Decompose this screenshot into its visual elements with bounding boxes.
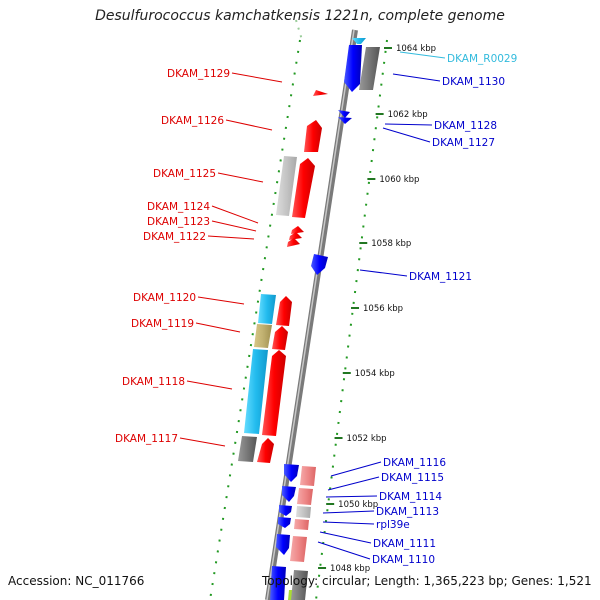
gene-label-right: DKAM_1130 [442, 76, 505, 88]
kbp-label: 1056 kbp [363, 304, 403, 314]
gene-dkam-1117 [257, 438, 274, 463]
gene-dkam-1115 [282, 486, 296, 502]
leader-line [217, 172, 264, 183]
genome-backbone [265, 29, 358, 600]
gene-dkam-1120 [276, 296, 292, 326]
gene-dkam-1120-rna [258, 294, 276, 324]
leader-line [325, 495, 378, 498]
gene-label-left: DKAM_1129 [167, 68, 230, 80]
gene-label-left: DKAM_1126 [161, 115, 224, 127]
gene-label-left: DKAM_1120 [133, 292, 196, 304]
gene-dkam-1117-gray [238, 436, 257, 462]
gene-dkam-1125b [292, 158, 315, 218]
topology-text: Topology: circular; Length: 1,365,223 bp… [262, 574, 592, 588]
gene-bottom-blue [270, 566, 286, 600]
gene-label-right: DKAM_1116 [383, 457, 446, 469]
right-leader-lines [317, 51, 446, 560]
leader-line [317, 541, 371, 560]
gene-label-right: DKAM_1113 [376, 506, 439, 518]
gene-dkam-1118-rna [244, 349, 268, 434]
leader-line [392, 73, 441, 82]
rna-gene-dkam-r0029 [352, 38, 366, 44]
leader-line [179, 437, 226, 447]
kbp-label: 1050 kbp [338, 500, 378, 510]
leader-line [211, 205, 259, 224]
gene-dkam-1125 [276, 156, 297, 216]
gene-label-left: DKAM_1118 [122, 376, 185, 388]
gene-dkam-1127 [338, 117, 352, 124]
leader-line [399, 51, 446, 59]
leader-line [211, 220, 257, 232]
leader-line [195, 322, 241, 333]
gene-dkam-1116 [284, 464, 299, 482]
gene-dkam-1119 [272, 326, 288, 350]
gene-dkam-1118 [262, 350, 286, 436]
gene-label-right: DKAM_1115 [381, 472, 444, 484]
leader-line [186, 380, 233, 390]
gene-dkam-1113 [279, 505, 292, 516]
leader-line [382, 127, 431, 143]
leader-line [322, 521, 375, 525]
leader-line [197, 296, 245, 305]
gene-label-right: DKAM_1128 [434, 120, 497, 132]
gene-dkam-1130 [344, 45, 362, 92]
gene-dkam-1123 [289, 232, 302, 240]
leader-line [384, 123, 433, 126]
gene-dkam-1122 [287, 238, 300, 247]
gene-bottom-gray [291, 570, 308, 600]
kbp-scale: 1064 kbp 1062 kbp 1060 kbp 1058 kbp 1056 kbp… [318, 44, 436, 574]
gene-dkam-1111 [276, 534, 290, 555]
gene-rpl39e [278, 517, 291, 528]
right-gene-labels: DKAM_R0029 DKAM_1130 DKAM_1128 DKAM_1127 DKA… [372, 53, 517, 566]
leader-line [231, 72, 283, 83]
kbp-label: 1052 kbp [347, 434, 387, 444]
gene-label-right: DKAM_1127 [432, 137, 495, 149]
gene-dkam-1128 [338, 110, 350, 118]
gene-label-left: DKAM_1119 [131, 318, 194, 330]
gene-label-right: DKAM_R0029 [447, 53, 517, 65]
leader-line [207, 235, 255, 240]
gene-label-right: rpl39e [376, 519, 410, 531]
leader-line [225, 119, 273, 131]
gene-label-right: DKAM_1111 [373, 538, 436, 550]
gene-dkam-1119-rna [254, 324, 272, 348]
kbp-label: 1054 kbp [355, 369, 395, 379]
gene-dkam-1110 [290, 536, 307, 562]
gene-dkam-1114 [297, 488, 313, 505]
gene-dkam-1126 [304, 120, 322, 152]
gene-dkam-1121 [311, 254, 328, 275]
leader-line [359, 269, 408, 277]
gene-label-right: DKAM_1114 [379, 491, 442, 503]
gene-dkam-1116b [300, 466, 316, 486]
gene-dkam-1129 [313, 90, 328, 96]
kbp-label: 1062 kbp [388, 110, 428, 120]
gene-label-right: DKAM_1110 [372, 554, 435, 566]
gene-label-left: DKAM_1125 [153, 168, 216, 180]
kbp-label: 1064 kbp [396, 44, 436, 54]
gene-label-left: DKAM_1122 [143, 231, 206, 243]
gene-label-right: DKAM_1121 [409, 271, 472, 283]
kbp-label: 1060 kbp [379, 175, 419, 185]
gene-label-left: DKAM_1123 [147, 216, 210, 228]
gene-label-left: DKAM_1124 [147, 201, 210, 213]
gc-guide-line-top [295, 19, 303, 41]
left-leader-lines [179, 72, 283, 447]
leader-line [319, 531, 372, 544]
kbp-label: 1058 kbp [371, 239, 411, 249]
leader-line [330, 461, 382, 477]
kbp-label: 1048 kbp [330, 564, 370, 574]
gene-dkam-1124 [291, 226, 304, 234]
gene-rpl39e-b [294, 519, 309, 530]
genome-backbone-highlight [266, 29, 355, 600]
gene-dkam-1113b [296, 506, 311, 518]
leader-line [327, 476, 380, 491]
accession-text: Accession: NC_011766 [8, 574, 145, 588]
gene-dkam-1130b [359, 47, 380, 90]
figure-title: Desulfurococcus kamchatkensis 1221n, com… [95, 8, 505, 24]
left-gene-labels: DKAM_1129 DKAM_1126 DKAM_1125 DKAM_1124 DKAM… [115, 68, 230, 445]
leader-line [322, 510, 375, 514]
gene-label-left: DKAM_1117 [115, 433, 178, 445]
